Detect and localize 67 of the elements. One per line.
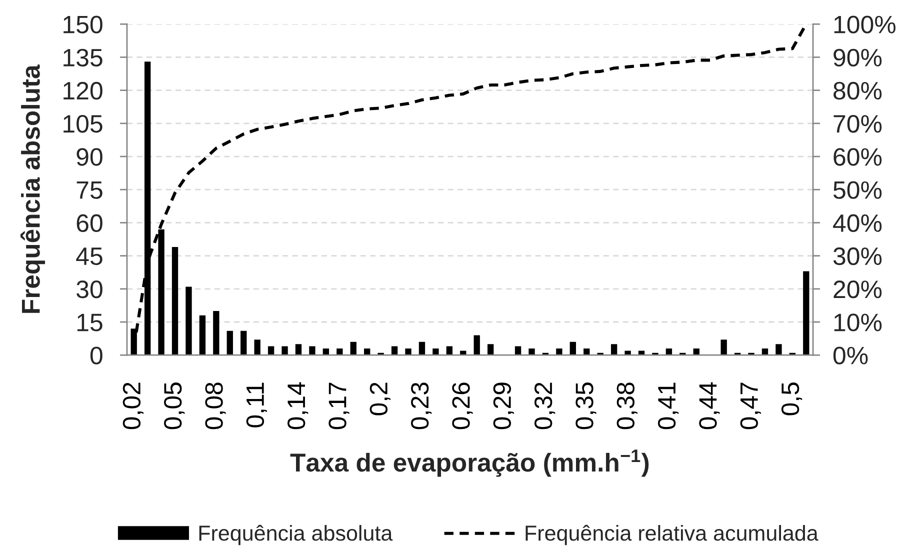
x-tick-label: 0,44 bbox=[699, 382, 720, 430]
y2-tick-label: 0% bbox=[833, 346, 868, 364]
y2-tick-label: 50% bbox=[833, 181, 882, 199]
x-tick-label: 0,17 bbox=[328, 382, 350, 430]
x-tick-label: 0,05 bbox=[164, 382, 185, 430]
x-tick-label: 0,29 bbox=[493, 382, 514, 430]
y-tick-label: 45 bbox=[76, 248, 102, 266]
x-axis-title: Taxa de evaporação (mm.h$^{−1}$) bbox=[290, 450, 649, 477]
legend-label: Frequência relativa acumulada bbox=[526, 524, 818, 546]
bar bbox=[556, 348, 562, 356]
legend-label: Frequência absoluta bbox=[199, 524, 393, 546]
y-tick-label: 150 bbox=[64, 16, 102, 34]
y2-tick-label: 80% bbox=[834, 82, 882, 100]
x-tick-label: 0,47 bbox=[740, 382, 761, 430]
bar bbox=[350, 342, 356, 356]
y-tick-label: 105 bbox=[64, 115, 102, 133]
bar bbox=[487, 344, 494, 356]
x-tick-label: 0,41 bbox=[658, 382, 679, 430]
x-tick-label: 0,2 bbox=[370, 382, 390, 416]
y-axis-title: Frequência absoluta bbox=[20, 64, 46, 313]
x-tick-label: 0,23 bbox=[410, 382, 432, 430]
y2-tick-label: 70% bbox=[834, 115, 882, 133]
bar bbox=[282, 346, 288, 356]
y2-tick-label: 100% bbox=[834, 16, 896, 34]
x-tick-label: 0,26 bbox=[452, 382, 473, 430]
y2-tick-label: 90% bbox=[834, 48, 882, 67]
bar bbox=[226, 330, 233, 356]
x-tick-label: 0,08 bbox=[205, 382, 226, 430]
y-tick-label: 135 bbox=[64, 48, 102, 67]
y2-tick-label: 60% bbox=[834, 148, 882, 166]
y-tick-label: 90 bbox=[76, 148, 102, 166]
x-tick-label: 0,5 bbox=[781, 382, 802, 416]
y-tick-label: 30 bbox=[76, 280, 102, 298]
bar bbox=[254, 340, 260, 356]
y-tick-label: 75 bbox=[76, 181, 102, 199]
y2-tick-label: 20% bbox=[834, 280, 882, 298]
bar bbox=[776, 344, 782, 356]
y-tick-label: 0 bbox=[90, 346, 102, 364]
bar bbox=[240, 330, 247, 356]
bar bbox=[720, 340, 727, 356]
x-tick-label: 0,14 bbox=[288, 382, 308, 430]
y-tick-label: 15 bbox=[77, 314, 102, 332]
x-tick-label: 0,38 bbox=[616, 382, 638, 430]
bar bbox=[418, 342, 426, 356]
bar bbox=[570, 342, 576, 356]
bar bbox=[432, 348, 439, 356]
y-tick-label: 60 bbox=[76, 214, 102, 232]
x-tick-label: 0,35 bbox=[576, 382, 596, 430]
bar bbox=[610, 344, 618, 356]
bar bbox=[172, 246, 178, 356]
y2-tick-label: 10% bbox=[834, 314, 882, 332]
x-tick-label: 0,11 bbox=[246, 382, 267, 428]
bar bbox=[803, 271, 810, 356]
y2-tick-label: 30% bbox=[833, 247, 882, 266]
bar bbox=[528, 348, 535, 356]
y2-tick-label: 40% bbox=[833, 214, 882, 232]
x-tick-label: 0,02 bbox=[122, 382, 144, 430]
y-tick-label: 120 bbox=[64, 82, 102, 100]
bar bbox=[186, 286, 192, 356]
bar bbox=[309, 346, 316, 356]
bar bbox=[624, 350, 631, 356]
x-tick-label: 0,32 bbox=[534, 382, 556, 430]
bar bbox=[199, 315, 206, 356]
bar bbox=[405, 348, 412, 356]
bar bbox=[213, 310, 220, 356]
bar bbox=[474, 335, 480, 356]
bar bbox=[295, 344, 302, 356]
